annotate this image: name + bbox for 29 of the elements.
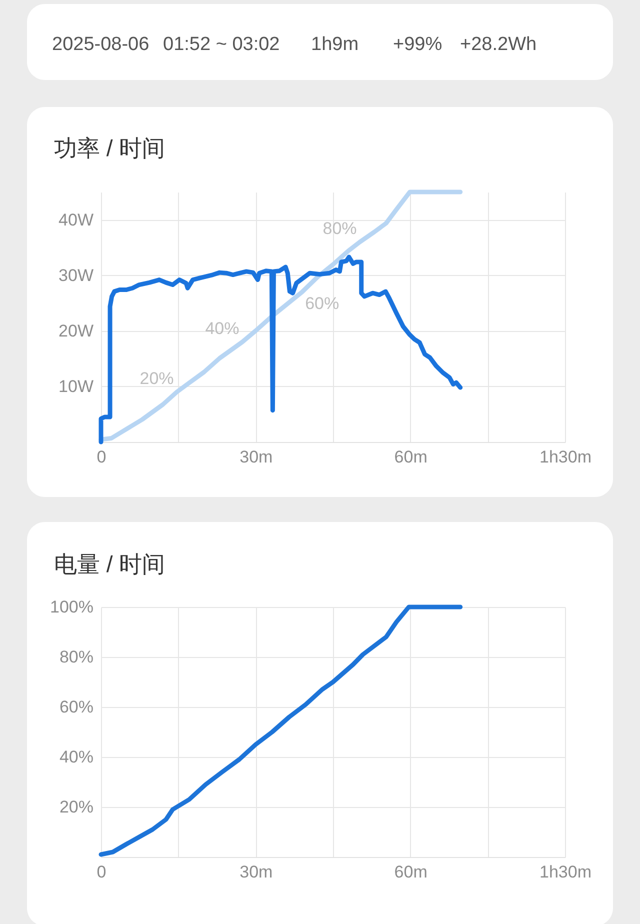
y-tick-label: 60% — [59, 698, 94, 716]
x-tick-label: 30m — [240, 448, 273, 466]
text: +99% — [393, 34, 442, 55]
text: 2025-08-06 — [52, 34, 150, 55]
x-tick-label: 60m — [394, 862, 428, 882]
y-tick-label: 10W — [58, 376, 94, 396]
text: 1h9m — [311, 34, 359, 55]
text: +28.2Wh — [460, 34, 537, 55]
data-label: 40% — [205, 319, 240, 338]
y-tick-label: 100% — [50, 598, 94, 616]
y-tick-label: 40% — [59, 748, 94, 766]
x-tick-label: 0 — [96, 448, 106, 466]
data-label: 80% — [322, 219, 357, 238]
y-tick-label: 40W — [58, 210, 94, 230]
x-tick-label: 30m — [240, 862, 273, 882]
chart-title: 电量 / 时间 — [54, 551, 166, 577]
x-tick-label: 0 — [96, 862, 106, 882]
x-tick-label: 1h30m — [540, 862, 592, 882]
x-tick-label: 1h30m — [540, 448, 592, 466]
y-tick-label: 30W — [58, 266, 94, 285]
data-label: 60% — [305, 294, 340, 313]
x-tick-label: 60m — [394, 448, 428, 466]
chart-title: 功率 / 时间 — [54, 134, 166, 161]
y-tick-label: 80% — [59, 648, 94, 666]
y-tick-label: 20% — [59, 798, 94, 816]
y-tick-label: 20W — [58, 321, 94, 340]
data-label: 20% — [140, 369, 174, 388]
text: 01:52 ~ 03:02 — [163, 34, 280, 55]
line-series — [98, 254, 463, 444]
